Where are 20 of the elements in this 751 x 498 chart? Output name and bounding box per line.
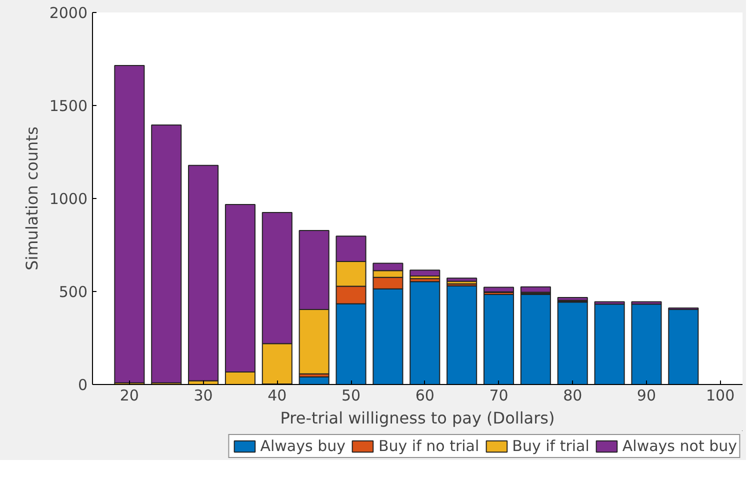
y-tick-label: 500 bbox=[58, 283, 88, 301]
y-tick-label: 2000 bbox=[49, 4, 88, 22]
legend-label: Always not buy bbox=[622, 437, 737, 455]
y-tick-label: 0 bbox=[78, 376, 88, 394]
x-tick-label: 40 bbox=[268, 386, 287, 404]
legend-label: Buy if no trial bbox=[378, 437, 480, 455]
legend-label: Buy if trial bbox=[512, 437, 590, 455]
y-tick-label: 1500 bbox=[49, 97, 88, 115]
x-tick-label: 50 bbox=[341, 386, 361, 404]
x-tick-label: 90 bbox=[636, 386, 656, 404]
x-tick-label: 20 bbox=[120, 386, 139, 404]
x-tick-label: 30 bbox=[194, 386, 213, 404]
x-tick-label: 100 bbox=[706, 386, 735, 404]
legend-label: Always buy bbox=[260, 437, 346, 455]
x-axis-title: Pre-trial willigness to pay (Dollars) bbox=[280, 408, 555, 428]
y-axis-title: Simulation counts bbox=[22, 126, 42, 270]
x-tick-label: 80 bbox=[563, 386, 582, 404]
y-tick-label: 1000 bbox=[49, 190, 88, 208]
x-tick-label: 60 bbox=[415, 386, 434, 404]
x-tick-label: 70 bbox=[489, 386, 508, 404]
